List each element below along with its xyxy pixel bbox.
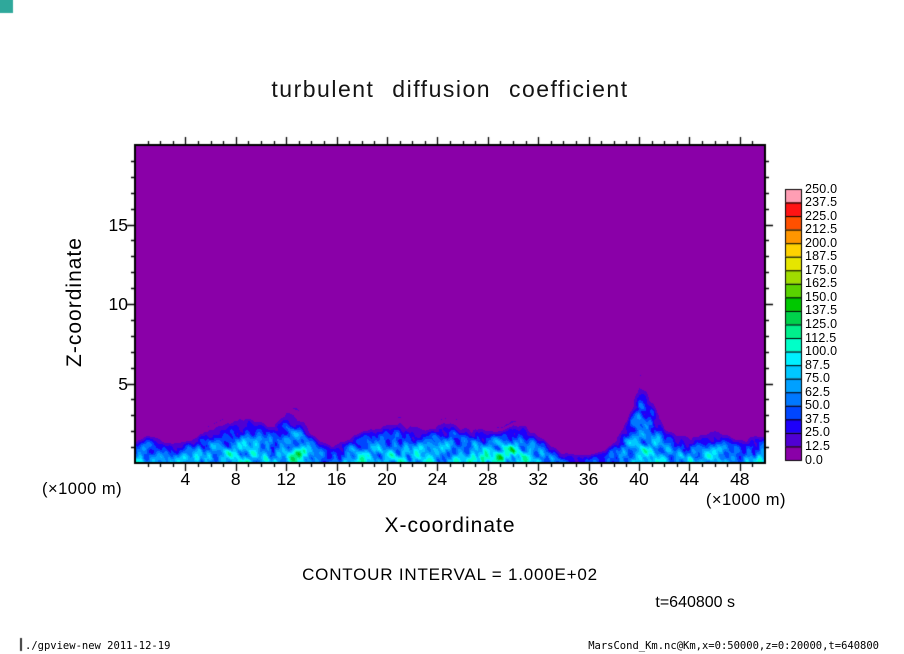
colorbar-label: 150.0 [805, 289, 838, 304]
y-axis-label: Z-coordinate [63, 237, 86, 367]
x-tick-label: 20 [377, 469, 397, 489]
footer-dataset: MarsCond_Km.nc@Km,x=0:50000,z=0:20000,t=… [588, 640, 879, 652]
x-tick-label: 36 [578, 469, 599, 489]
colorbar-label: 112.5 [805, 330, 837, 345]
x-tick-label: 28 [478, 469, 498, 489]
y-tick-label: 10 [108, 294, 128, 314]
x-axis-unit: (×1000 m) [705, 491, 786, 509]
colorbar-label: 37.5 [805, 411, 831, 426]
y-tick-label: 5 [118, 373, 128, 394]
x-tick-label: 32 [528, 469, 548, 489]
x-tick-label: 8 [230, 469, 241, 489]
x-tick-label: 24 [427, 469, 448, 489]
y-tick-label: 15 [108, 214, 128, 235]
x-tick-label: 40 [629, 469, 649, 489]
footer-command: ./gpview-new 2011-12-19 [25, 640, 171, 652]
colorbar-label: 25.0 [805, 425, 831, 440]
colorbar-label: 0.0 [805, 452, 823, 467]
colorbar-label: 137.5 [805, 303, 838, 318]
colorbar-label: 175.0 [805, 262, 838, 277]
y-axis-unit: (×1000 m) [42, 480, 123, 498]
x-tick-label: 4 [180, 469, 191, 489]
colorbar-label: 212.5 [805, 222, 838, 237]
x-tick-label: 16 [326, 469, 347, 489]
time-note: t=640800 s [655, 594, 735, 611]
chart-title: turbulent diffusion coefficient [271, 76, 629, 102]
colorbar-label: 125.0 [805, 317, 838, 331]
colorbar-label: 62.5 [805, 384, 831, 399]
x-tick-label: 48 [730, 469, 750, 489]
x-axis-label: X-coordinate [384, 514, 516, 537]
colorbar-label: 225.0 [805, 208, 838, 223]
colorbar-label: 87.5 [805, 357, 831, 372]
x-tick-label: 44 [679, 469, 700, 489]
contour-interval-note: CONTOUR INTERVAL = 1.000E+02 [302, 565, 598, 584]
colorbar-label: 162.5 [805, 276, 838, 291]
colorbar-label: 200.0 [805, 235, 838, 250]
colorbar-label: 75.0 [805, 371, 831, 386]
x-tick-label: 12 [276, 469, 296, 489]
colorbar-label: 12.5 [805, 438, 831, 453]
colorbar-label: 237.5 [805, 195, 838, 210]
colorbar-label: 250.0 [805, 181, 838, 196]
colorbar-label: 187.5 [805, 249, 838, 264]
colorbar-label: 50.0 [805, 398, 831, 413]
colorbar-label: 100.0 [805, 344, 838, 359]
